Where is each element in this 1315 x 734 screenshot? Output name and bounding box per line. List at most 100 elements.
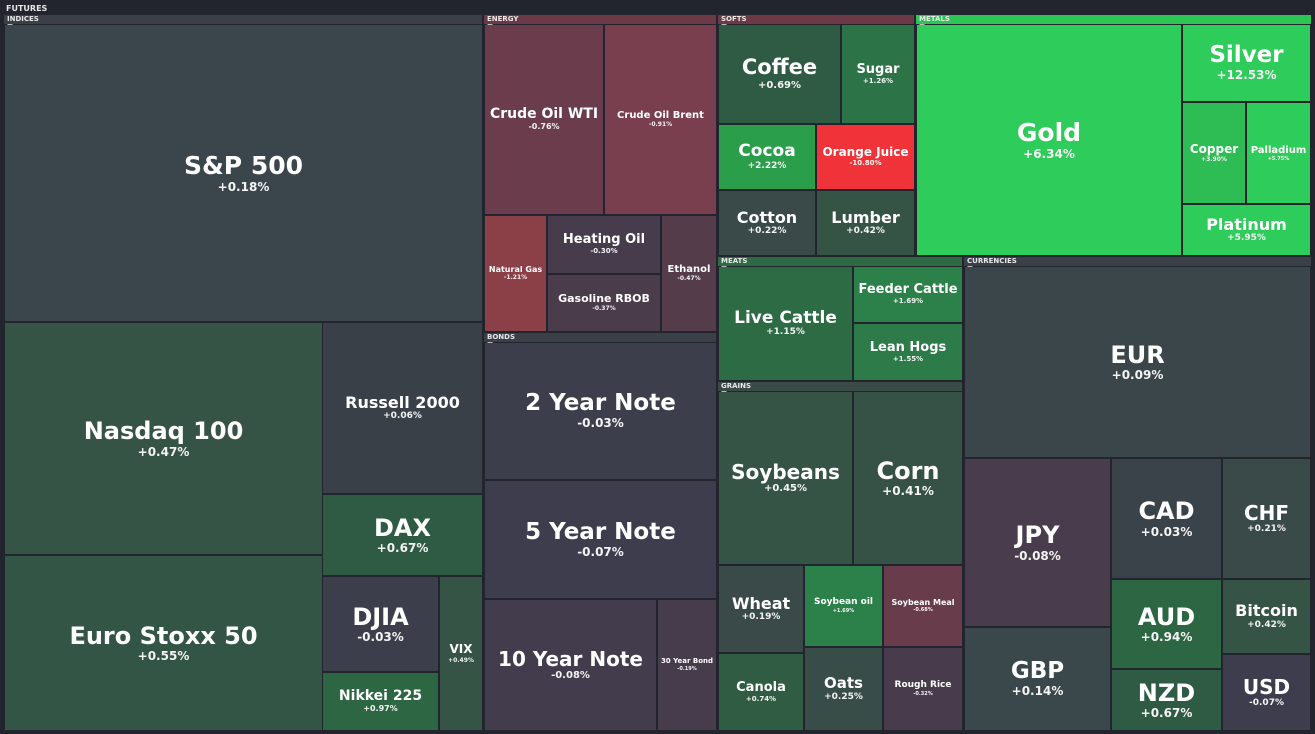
tile-name: Oats (824, 674, 863, 693)
tile-cotton[interactable]: Cotton +0.22% (719, 191, 815, 255)
tile-change: +0.19% (741, 612, 781, 623)
tile-name: CHF (1243, 501, 1290, 526)
tile-soybean-meal[interactable]: Soybean Meal -0.68% (884, 566, 962, 646)
tile-change: +0.25% (824, 691, 863, 702)
tile-change: -0.07% (577, 544, 624, 559)
tile-ethanol[interactable]: Ethanol -0.47% (662, 216, 716, 331)
sector-header-bonds[interactable]: BONDS (484, 333, 716, 345)
tile-silver[interactable]: Silver +12.53% (1183, 25, 1310, 101)
tile-change: -0.68% (913, 607, 933, 614)
tile-jpy[interactable]: JPY -0.08% (965, 459, 1110, 626)
tile-platinum[interactable]: Platinum +5.95% (1183, 205, 1310, 255)
sector-header-metals[interactable]: METALS (916, 15, 1311, 27)
sector-header-indices[interactable]: INDICES (4, 15, 482, 27)
tile-name: AUD (1137, 602, 1196, 631)
tile-name: Bitcoin (1235, 601, 1298, 621)
tile-change: +6.34% (1023, 146, 1075, 161)
tile-crude-oil-brent[interactable]: Crude Oil Brent -0.91% (605, 25, 716, 214)
tile-feeder-cattle[interactable]: Feeder Cattle +1.69% (854, 267, 962, 322)
tile-gold[interactable]: Gold +6.34% (917, 25, 1181, 255)
sector-header-energy[interactable]: ENERGY (484, 15, 716, 27)
tile-change: +0.03% (1140, 524, 1193, 539)
tile-change: +0.49% (448, 656, 474, 664)
tile-change: -0.47% (677, 275, 701, 283)
tile-name: Euro Stoxx 50 (69, 621, 258, 650)
tile-bitcoin[interactable]: Bitcoin +0.42% (1223, 580, 1310, 653)
tile-name: Soybeans (731, 460, 840, 484)
tile-name: CAD (1138, 497, 1195, 526)
tile-lean-hogs[interactable]: Lean Hogs +1.55% (854, 324, 962, 380)
tile-name: S&P 500 (183, 151, 304, 181)
tile-change: +0.42% (1247, 619, 1286, 630)
tile-30-year-bond[interactable]: 30 Year Bond -0.19% (658, 600, 716, 730)
tile-chf[interactable]: CHF +0.21% (1223, 459, 1310, 578)
sector-header-currencies[interactable]: CURRENCIES (964, 257, 1311, 269)
tile-rough-rice[interactable]: Rough Rice -0.32% (884, 648, 962, 730)
tile-corn[interactable]: Corn +0.41% (854, 392, 962, 564)
tile-sp500[interactable]: S&P 500 +0.18% (5, 25, 482, 321)
tile-copper[interactable]: Copper +3.90% (1183, 103, 1245, 203)
tile-change: -0.07% (1249, 698, 1284, 709)
tile-name: 30 Year Bond (660, 657, 714, 666)
page-title: FUTURES (6, 4, 48, 13)
tile-natural-gas[interactable]: Natural Gas -1.21% (485, 216, 546, 331)
tile-10-year-note[interactable]: 10 Year Note -0.08% (485, 600, 656, 730)
tile-lumber[interactable]: Lumber +0.42% (817, 191, 914, 255)
tile-russell-2000[interactable]: Russell 2000 +0.06% (323, 323, 482, 493)
tile-soybeans[interactable]: Soybeans +0.45% (719, 392, 852, 564)
tile-name: JPY (1015, 521, 1060, 550)
tile-change: +0.21% (1247, 524, 1286, 535)
tile-wheat[interactable]: Wheat +0.19% (719, 566, 803, 652)
tile-coffee[interactable]: Coffee +0.69% (719, 25, 840, 123)
tile-cocoa[interactable]: Cocoa +2.22% (719, 125, 815, 189)
tile-nikkei-225[interactable]: Nikkei 225 +0.97% (323, 673, 438, 730)
tile-soybean-oil[interactable]: Soybean oil +1.69% (805, 566, 882, 646)
tile-live-cattle[interactable]: Live Cattle +1.15% (719, 267, 852, 380)
tile-change: +0.97% (363, 704, 398, 714)
tile-name: USD (1242, 675, 1291, 700)
tile-name: Gold (1016, 118, 1082, 148)
tile-gasoline-rbob[interactable]: Gasoline RBOB -0.37% (548, 275, 660, 331)
tile-name: Ethanol (667, 264, 711, 276)
tile-oats[interactable]: Oats +0.25% (805, 648, 882, 730)
tile-name: Heating Oil (562, 232, 646, 248)
sector-header-softs[interactable]: SOFTS (718, 15, 914, 27)
tile-name: Nasdaq 100 (83, 417, 244, 446)
tile-name: Cotton (736, 207, 798, 227)
tile-2-year-note[interactable]: 2 Year Note -0.03% (485, 343, 716, 479)
tile-orange-juice[interactable]: Orange Juice -10.80% (817, 125, 914, 189)
tile-canola[interactable]: Canola +0.74% (719, 654, 803, 730)
tile-usd[interactable]: USD -0.07% (1223, 655, 1310, 730)
tile-gbp[interactable]: GBP +0.14% (965, 628, 1110, 730)
tile-heating-oil[interactable]: Heating Oil -0.30% (548, 216, 660, 273)
tile-vix[interactable]: VIX +0.49% (440, 577, 482, 730)
tile-name: Corn (876, 456, 940, 485)
tile-eur[interactable]: EUR +0.09% (965, 267, 1310, 457)
tile-crude-oil-wti[interactable]: Crude Oil WTI -0.76% (485, 25, 603, 214)
tile-name: Lean Hogs (869, 339, 947, 355)
tile-change: +1.69% (832, 607, 855, 614)
tile-nzd[interactable]: NZD +0.67% (1112, 670, 1221, 730)
tile-dax[interactable]: DAX +0.67% (323, 495, 482, 575)
tile-name: Crude Oil Brent (617, 110, 704, 122)
tile-name: Russell 2000 (345, 392, 460, 412)
tile-djia[interactable]: DJIA -0.03% (323, 577, 438, 671)
tile-change: +0.41% (882, 484, 934, 498)
sector-header-meats[interactable]: MEATS (718, 257, 962, 269)
tile-name: VIX (449, 642, 473, 657)
tile-change: +0.14% (1011, 684, 1064, 699)
tile-name: Silver (1209, 42, 1284, 69)
sector-header-grains[interactable]: GRAINS (718, 382, 962, 394)
tile-change: +5.75% (1267, 155, 1290, 162)
tile-change: +0.67% (376, 541, 429, 555)
tile-change: -0.03% (577, 416, 624, 431)
tile-cad[interactable]: CAD +0.03% (1112, 459, 1221, 578)
tile-nasdaq-100[interactable]: Nasdaq 100 +0.47% (5, 323, 322, 554)
tile-sugar[interactable]: Sugar +1.26% (842, 25, 914, 123)
tile-palladium[interactable]: Palladium +5.75% (1247, 103, 1310, 203)
tile-euro-stoxx-50[interactable]: Euro Stoxx 50 +0.55% (5, 556, 322, 730)
tile-name: Soybean oil (813, 597, 874, 608)
tile-5-year-note[interactable]: 5 Year Note -0.07% (485, 481, 716, 598)
tile-aud[interactable]: AUD +0.94% (1112, 580, 1221, 668)
tile-name: NZD (1137, 678, 1196, 707)
